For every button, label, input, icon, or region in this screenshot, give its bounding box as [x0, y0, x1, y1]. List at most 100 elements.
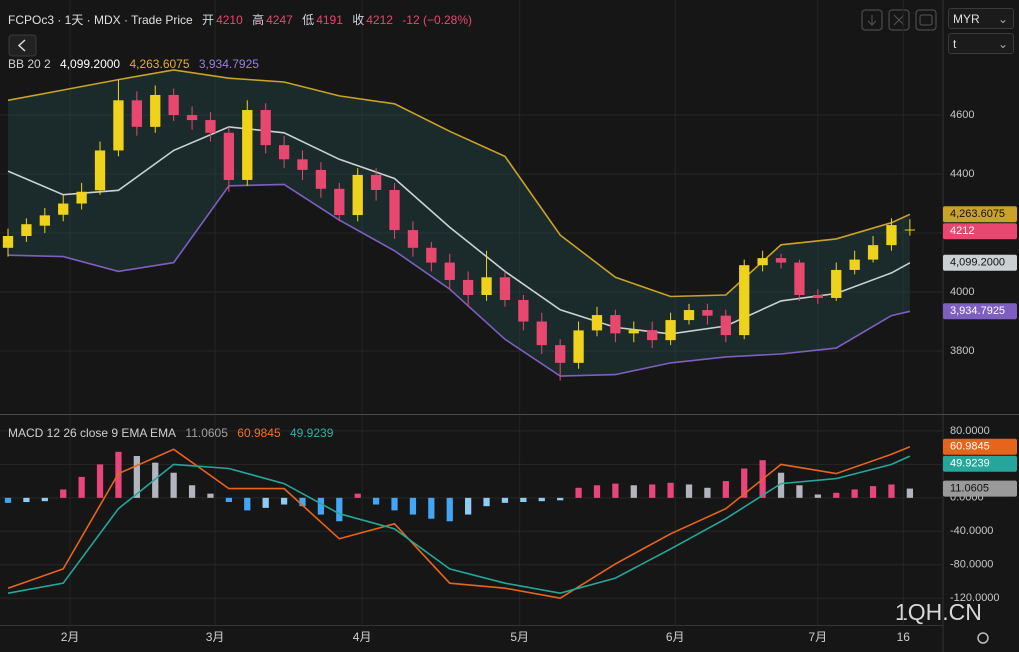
settings-icon[interactable] — [977, 632, 989, 644]
candle-body — [426, 247, 437, 263]
candle-body — [591, 315, 603, 331]
y-tick-label: 4400 — [950, 168, 974, 180]
x-tick-label: 4月 — [353, 630, 372, 644]
histogram-bar — [170, 472, 177, 498]
x-tick-label: 2月 — [61, 630, 80, 644]
histogram-bar — [23, 497, 30, 503]
candle-body — [628, 330, 639, 334]
histogram-bar — [409, 497, 417, 515]
candle-body — [2, 236, 14, 248]
candle-body — [794, 262, 805, 295]
candle-body — [334, 188, 345, 216]
candle-body — [573, 330, 584, 363]
candle-body — [757, 258, 768, 266]
candle-body — [150, 94, 161, 127]
candle-body — [610, 315, 621, 334]
ohlc-value: 4212 — [366, 13, 393, 27]
currency-select[interactable]: MYR ⌄ — [948, 8, 1014, 29]
candle-body — [812, 295, 823, 298]
histogram-bar — [869, 486, 877, 498]
ohlc-label: 开 — [202, 13, 215, 27]
collapse-icon — [893, 14, 905, 26]
candle-body — [536, 321, 547, 346]
indicator-line — [7, 126, 911, 335]
candle-body — [683, 310, 695, 321]
candle-body — [186, 115, 198, 121]
histogram-bar — [906, 488, 913, 498]
histogram-bar — [722, 481, 729, 498]
histogram-bar — [225, 497, 232, 503]
fullscreen-icon — [919, 14, 933, 26]
candle-body — [278, 145, 290, 160]
x-tick-label: 3月 — [206, 630, 225, 644]
y-tick-label: 4000 — [950, 286, 974, 298]
price-tag — [943, 223, 1017, 240]
histogram-bar — [593, 485, 601, 498]
histogram-bar — [612, 483, 619, 498]
candle-body — [555, 345, 566, 363]
price-tag-label: 11.0605 — [950, 482, 989, 494]
price-tag — [943, 480, 1017, 497]
histogram-bar — [814, 494, 821, 498]
currency: MYR — [953, 12, 980, 26]
histogram-bar — [575, 487, 582, 498]
y-tick-label: -120.0000 — [950, 592, 1000, 604]
price-tag — [943, 455, 1017, 472]
indicator-value: 4,099.2000 — [60, 57, 121, 71]
candle-body — [168, 94, 179, 116]
price-tag-label: 60.9845 — [950, 441, 990, 453]
candle-body — [260, 110, 271, 146]
candle-body — [131, 100, 142, 127]
indicator-name: MACD 12 26 close 9 EMA EMA — [8, 426, 177, 440]
candle-body — [242, 110, 253, 180]
histogram-bar — [483, 497, 490, 507]
histogram-bar — [520, 497, 527, 503]
chevron: ⌄ — [997, 37, 1008, 51]
toolbar-button[interactable] — [888, 9, 910, 31]
histogram-bar — [280, 497, 288, 505]
histogram-bar — [777, 472, 785, 498]
candle-body — [886, 225, 897, 246]
indicator-value: 11.0605 — [185, 426, 228, 440]
histogram-bar — [96, 464, 104, 498]
y-tick-label: 4600 — [950, 109, 974, 121]
candle-body — [315, 169, 327, 189]
toolbar — [861, 9, 937, 31]
candle-body — [462, 279, 474, 295]
band-fill — [8, 69, 910, 377]
histogram-bar — [446, 497, 453, 522]
histogram-bar — [262, 497, 269, 508]
toolbar-button[interactable] — [915, 9, 937, 31]
candle-body — [499, 277, 511, 301]
indicator-line — [7, 446, 911, 600]
price-tag — [943, 438, 1017, 455]
candle-body — [518, 300, 529, 322]
candle-body — [904, 229, 916, 231]
candle-body — [297, 159, 308, 170]
bb-legend: BB 20 2 4,099.2000 4,263.6075 3,934.7925 — [8, 57, 265, 71]
toolbar-button[interactable] — [861, 9, 883, 31]
candle-body — [665, 320, 676, 341]
unit-select[interactable]: t ⌄ — [948, 33, 1014, 54]
macd-legend: MACD 12 26 close 9 EMA EMA 11.0605 60.98… — [8, 426, 339, 440]
histogram-bar — [851, 489, 858, 498]
histogram-bar — [41, 497, 48, 502]
ohlc-value: 4191 — [316, 13, 343, 27]
candle-body — [702, 310, 713, 316]
histogram-bar — [188, 485, 196, 498]
candle-body — [867, 245, 879, 260]
histogram-bar — [888, 484, 895, 498]
histogram-bar — [501, 497, 509, 503]
histogram-bar — [207, 493, 214, 498]
back-icon — [17, 39, 26, 52]
histogram-bar — [299, 497, 306, 507]
candle-body — [223, 132, 235, 180]
back-button[interactable] — [8, 34, 37, 57]
symbol-title: FCPOc3 · 1天 · MDX · Trade Price — [8, 13, 193, 27]
histogram-bar — [741, 468, 748, 498]
candle-body — [94, 150, 106, 191]
price-tag-label: 49.9239 — [950, 458, 990, 470]
